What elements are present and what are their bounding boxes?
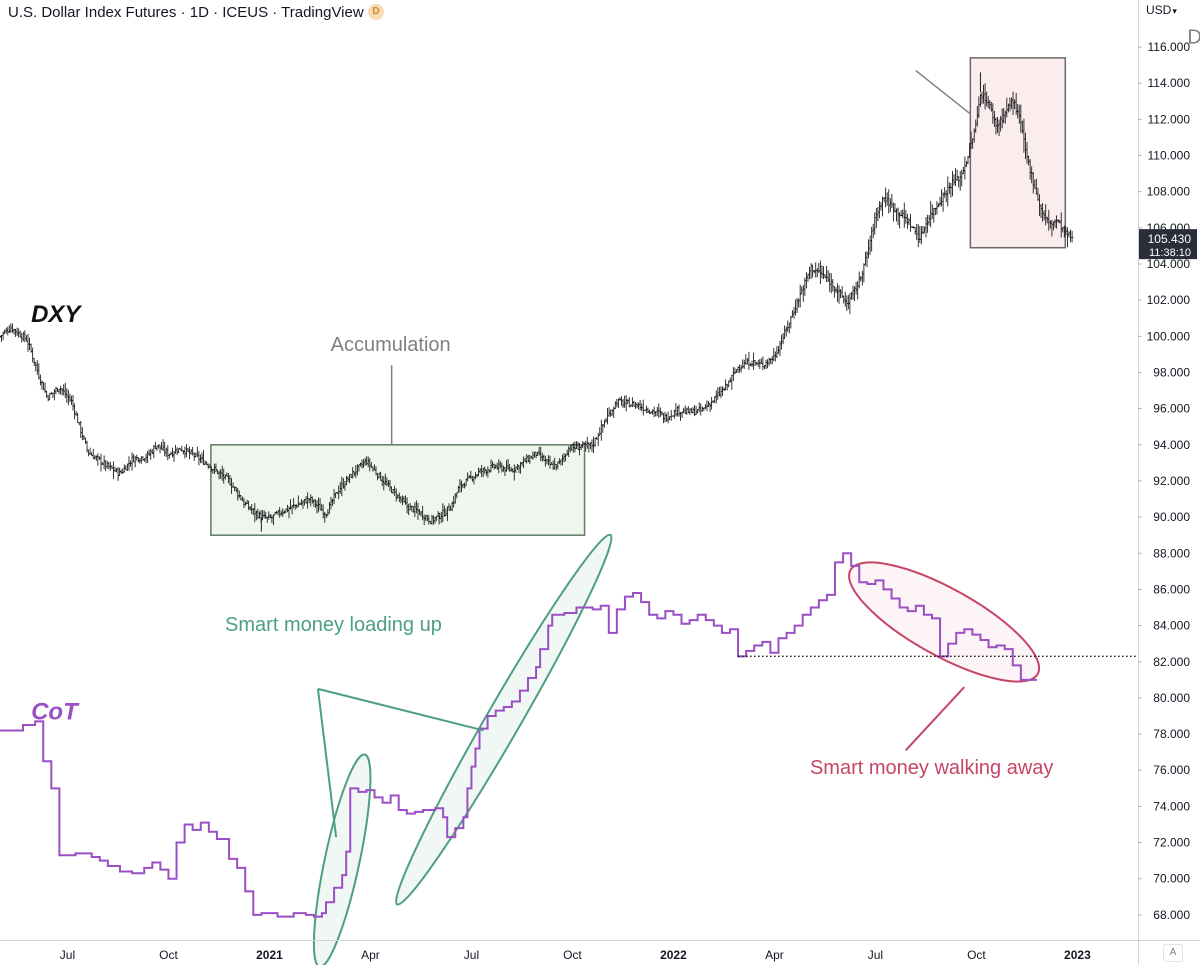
accumulation-label: Accumulation (331, 334, 451, 356)
price-tick-label: 108.000 (1147, 185, 1191, 199)
annotation-backgrounds (210, 57, 1067, 965)
price-tick-label: 82.000 (1153, 655, 1190, 669)
last-price-badge (1139, 229, 1197, 260)
price-axis: 116.000114.000112.000110.000108.000106.0… (1138, 40, 1197, 922)
price-tick-label: 72.000 (1153, 836, 1190, 850)
time-tick-label: Oct (967, 948, 986, 962)
walking-away-connector (904, 686, 966, 752)
price-tick-label: 98.000 (1153, 365, 1190, 379)
walking-away-label: Smart money walking away (810, 757, 1053, 779)
time-tick-label: 2021 (256, 948, 283, 962)
loading-up-label: Smart money loading up (225, 614, 442, 636)
currency-selector[interactable]: USD▾ (1146, 3, 1177, 17)
price-tick-label: 92.000 (1153, 474, 1190, 488)
cot-label: CoT (31, 699, 80, 726)
dxy-label: DXY (31, 301, 82, 328)
price-tick-label: 104.000 (1147, 257, 1191, 271)
last-price-countdown: 11:38:10 (1149, 247, 1191, 259)
price-tick-label: 78.000 (1153, 727, 1190, 741)
price-tick-label: 74.000 (1153, 799, 1190, 813)
price-tick-label: 102.000 (1147, 293, 1191, 307)
loading-up-ellipse-1 (312, 753, 372, 965)
time-tick-label: Apr (765, 948, 784, 962)
time-axis: Jul Oct 2021 Apr Jul Oct 2022 Apr Jul Oct 2023 (60, 948, 1091, 962)
price-tick-label: 80.000 (1153, 691, 1190, 705)
last-price-value: 105.430 (1148, 232, 1192, 246)
time-tick-label: Jul (464, 948, 479, 962)
time-tick-label: 2023 (1064, 948, 1091, 962)
loading-up-arrow-2 (317, 687, 484, 732)
price-tick-label: 96.000 (1153, 402, 1190, 416)
price-tick-label: 116.000 (1148, 40, 1191, 54)
price-tick-label: 100.000 (1147, 329, 1191, 343)
price-tick-label: 70.000 (1153, 872, 1190, 886)
walking-away-ellipse (848, 561, 1041, 683)
price-tick-label: 114.000 (1148, 76, 1191, 90)
time-tick-label: Oct (159, 948, 178, 962)
price-tick-label: 110.000 (1148, 149, 1191, 163)
price-tick-label: 88.000 (1153, 546, 1190, 560)
cot-step-line (0, 552, 1037, 918)
price-tick-label: 76.000 (1153, 763, 1190, 777)
time-tick-label: Jul (60, 948, 75, 962)
time-tick-label: Jul (868, 948, 883, 962)
time-tick-label: Apr (361, 948, 380, 962)
time-tick-label: Oct (563, 948, 582, 962)
annotations: DXY CoT Accumulation Distribution Smart mone… (31, 26, 1200, 838)
price-tick-label: 90.000 (1153, 510, 1190, 524)
chart-header-title: U.S. Dollar Index Futures · 1D · ICEUS ·… (8, 4, 364, 21)
loading-up-ellipse-2 (395, 533, 613, 906)
chevron-down-icon: ▾ (1172, 6, 1177, 16)
distribution-box (969, 57, 1067, 249)
price-tick-label: 112.000 (1148, 112, 1191, 126)
loading-up-arrow-1 (316, 688, 338, 838)
price-tick-label: 86.000 (1153, 582, 1190, 596)
dxy-price-series (0, 72, 1074, 532)
price-tick-label: 94.000 (1153, 438, 1190, 452)
time-tick-label: 2022 (660, 948, 687, 962)
currency-label: USD (1146, 3, 1172, 17)
price-tick-label: 68.000 (1153, 908, 1190, 922)
distribution-label: Distribution (1187, 26, 1200, 48)
distribution-connector (915, 69, 971, 115)
auto-scale-button[interactable]: A (1163, 944, 1183, 962)
delay-badge[interactable]: D (368, 4, 384, 20)
cot-series (0, 552, 1037, 918)
price-tick-label: 84.000 (1153, 619, 1190, 633)
